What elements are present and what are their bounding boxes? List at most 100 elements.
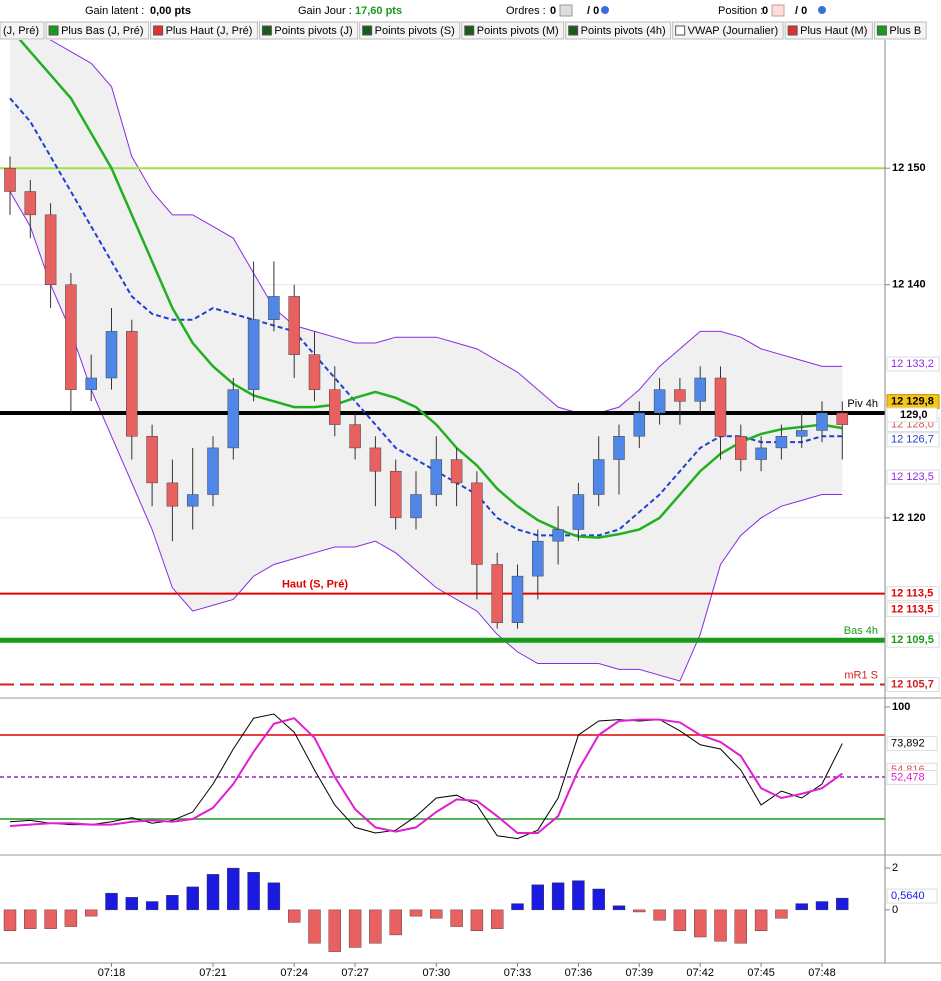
candle-body [775, 436, 788, 449]
tab-label: Points pivots (S) [375, 25, 455, 37]
value-box [886, 888, 938, 904]
tab[interactable] [45, 21, 150, 40]
gain-jour: 17,60 pts [355, 5, 402, 17]
hist-bar [531, 884, 544, 911]
band-upper [49, 40, 843, 414]
hist-bar [105, 892, 118, 911]
price-label: 12 129,8 [891, 396, 934, 408]
candle-body [349, 424, 361, 449]
candle-body [653, 389, 666, 414]
candle-body [633, 412, 646, 437]
tab[interactable] [0, 21, 45, 40]
hist-bar [227, 867, 240, 911]
x-tick-label: 07:18 [98, 967, 126, 979]
hist-bar [247, 872, 260, 911]
band-lower [9, 191, 843, 682]
orders-settings[interactable] [601, 6, 609, 14]
tab-label: Plus B [889, 25, 921, 37]
hist-bar [409, 909, 423, 917]
candle-body [714, 377, 727, 437]
moving-average [18, 40, 843, 539]
hist-bar [3, 909, 17, 931]
hist-bar [64, 909, 78, 927]
tab[interactable] [359, 21, 461, 40]
hist-bar [24, 909, 37, 929]
position-icon[interactable] [771, 4, 785, 17]
hist-bar [795, 903, 808, 911]
tab[interactable] [258, 21, 359, 40]
candle-body [389, 470, 402, 519]
price-box [886, 677, 940, 693]
hist-bar [166, 895, 179, 911]
candle-body [166, 482, 179, 507]
x-tick-label: 07:21 [199, 967, 227, 979]
tab[interactable] [784, 21, 873, 40]
candle-body [186, 494, 199, 507]
hist-bar [836, 897, 849, 911]
orders-total: / 0 [587, 5, 599, 17]
tab[interactable] [461, 21, 565, 40]
price-chart: Piv 4h Haut (S, Pré) Bas 4h mR1 S [0, 40, 885, 686]
candle-body [430, 459, 443, 495]
candle-body [369, 447, 382, 472]
candle-body [450, 459, 463, 484]
hist-bar [775, 909, 788, 919]
x-tick-label: 07:39 [626, 967, 654, 979]
hist-bar [511, 903, 524, 911]
hist-bar [491, 909, 504, 929]
price-label: 12 109,5 [891, 634, 934, 646]
time-axis: 07:18 07:21 07:24 07:27 07:30 07:33 07:36 07:39… [98, 963, 836, 979]
price-label: 129,0 [900, 409, 928, 421]
hist-bar [348, 909, 362, 948]
hist-bar [206, 874, 220, 911]
position-settings[interactable] [818, 6, 826, 14]
tab-color [876, 25, 887, 36]
hist-bar [551, 882, 565, 911]
tab-color [787, 25, 798, 36]
candle-body [146, 436, 158, 484]
candle-body [836, 412, 849, 425]
candle-body [288, 296, 300, 355]
candle-body [532, 540, 544, 577]
candle-body [65, 284, 77, 390]
tab-label: Points pivots (J) [274, 25, 352, 37]
tab-color [362, 25, 373, 36]
tab-color [261, 25, 272, 36]
y-tick-label: 0 [892, 904, 898, 916]
hist-bar [592, 888, 605, 911]
tab[interactable] [565, 21, 672, 40]
candle-body [126, 331, 138, 437]
tab[interactable] [150, 21, 258, 40]
histogram-panel [3, 867, 849, 952]
hist-bar [145, 901, 159, 911]
tab-color [675, 25, 686, 36]
hist-bar [308, 909, 321, 944]
tab[interactable] [873, 21, 927, 40]
candle-body [410, 494, 422, 519]
orders-icon[interactable] [559, 4, 573, 17]
candle-body [44, 214, 57, 286]
tab-label: Plus Haut (M) [800, 25, 867, 37]
tab-label: Points pivots (4h) [581, 25, 666, 37]
candle-body [268, 296, 280, 320]
tab[interactable] [672, 21, 784, 40]
tab-label: VWAP (Journalier) [688, 25, 778, 37]
price-box [886, 407, 938, 423]
price-box [886, 602, 940, 618]
candle-body [329, 389, 341, 425]
x-tick-label: 07:24 [280, 967, 308, 979]
hist-bar [633, 909, 646, 913]
y-tick-label: 100 [892, 701, 910, 713]
hist-bar [125, 897, 139, 911]
value-label: 52,478 [891, 771, 925, 783]
y-tick-label: 12 150 [892, 162, 926, 174]
candle-body [247, 319, 260, 390]
gain-latent-label: Gain latent : [85, 5, 144, 17]
tab-label: Points pivots (M) [477, 25, 559, 37]
hist-bar [267, 882, 281, 911]
candle-body [105, 331, 118, 379]
level-label: Bas 4h [844, 625, 878, 637]
hist-bar [84, 909, 98, 917]
